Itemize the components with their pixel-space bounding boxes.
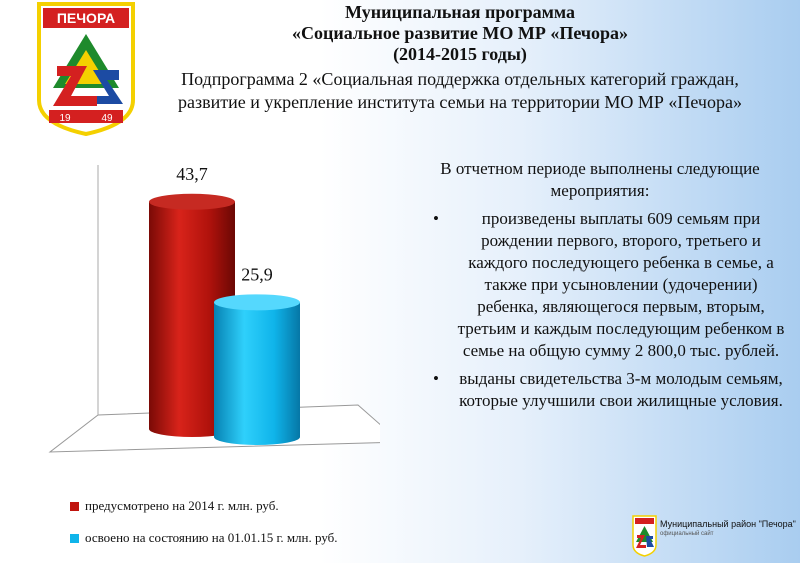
report-text: В отчетном периоде выполнены следующие м… (415, 158, 785, 418)
legend-swatch-spent (70, 533, 79, 543)
bar-value-label-1: 43,7 (176, 164, 208, 184)
report-intro: В отчетном периоде выполнены следующие м… (440, 159, 760, 200)
legend-swatch-planned (70, 501, 79, 511)
crest-banner (43, 8, 129, 28)
title-line-2: «Социальное развитие МО МР «Печора» (291, 23, 629, 43)
legend-item-planned: предусмотрено на 2014 г. млн. руб. (70, 497, 338, 515)
page-subtitle: Подпрограмма 2 «Социальная поддержка отд… (178, 69, 742, 112)
crest-red-zigzag (53, 66, 97, 106)
bar-value-label-2: 25,9 (241, 264, 273, 284)
crest-year-band (49, 110, 123, 123)
crest-year-right: 49 (101, 113, 113, 124)
bar-body-2 (214, 302, 300, 445)
bar-top-1 (149, 193, 235, 210)
bar-chart: 43,7 25,9 (48, 164, 380, 453)
report-item-text: выданы свидетельства 3-м молодым семьям,… (459, 369, 783, 410)
title-line-3: (2014-2015 годы) (393, 44, 527, 64)
crest-blue-arrow (93, 70, 123, 104)
crest-year-left: 19 (59, 113, 71, 124)
footer-crest-icon (632, 515, 657, 557)
bullet-marker: • (433, 209, 439, 228)
footer-site-title: Муниципальный район "Печора" (660, 519, 796, 529)
title-line-1: Муниципальная программа (345, 2, 575, 22)
legend-item-spent: освоено на состоянию на 01.01.15 г. млн.… (70, 529, 338, 547)
bar-top-2 (214, 294, 300, 311)
legend-label-planned: предусмотрено на 2014 г. млн. руб. (85, 498, 279, 513)
crest-banner-text: ПЕЧОРА (57, 10, 115, 26)
report-list-item: • произведены выплаты 609 семьям при рож… (415, 208, 785, 362)
bullet-marker: • (433, 369, 439, 388)
report-list-item: • выданы свидетельства 3-м молодым семья… (415, 368, 785, 412)
page-title: Муниципальная программа «Социальное разв… (150, 2, 770, 65)
report-item-text: произведены выплаты 609 семьям при рожде… (457, 209, 785, 360)
coat-of-arms-logo: ПЕЧОРА 19 49 (37, 2, 135, 136)
chart-legend: предусмотрено на 2014 г. млн. руб. освое… (70, 497, 338, 561)
footer-site-subtitle: официальный сайт (660, 531, 714, 537)
legend-label-spent: освоено на состоянию на 01.01.15 г. млн.… (85, 530, 338, 545)
bar-body-1 (149, 201, 235, 437)
